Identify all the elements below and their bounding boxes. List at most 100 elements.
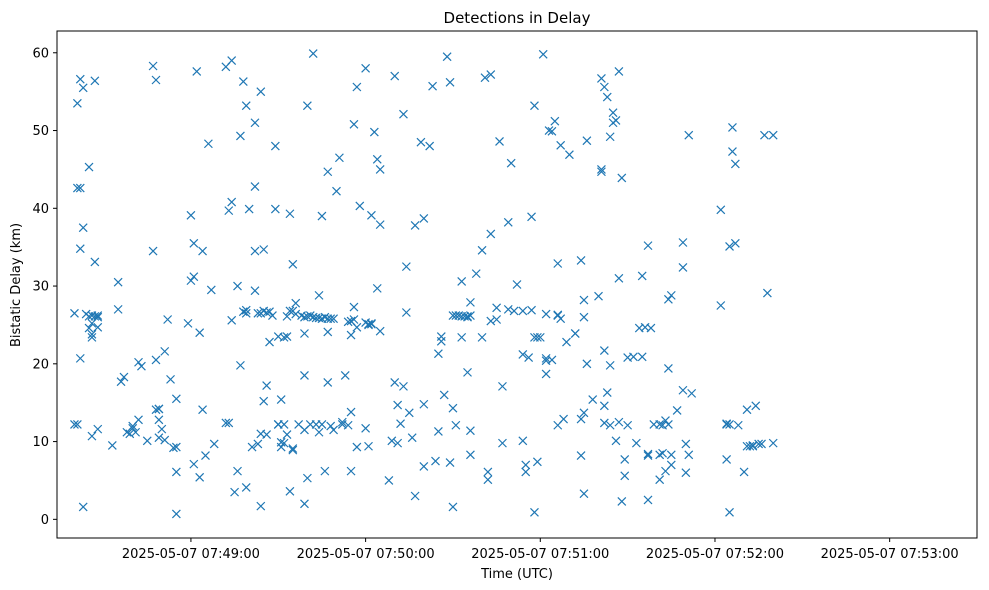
data-point xyxy=(87,332,97,342)
y-tick-label: 10 xyxy=(32,435,49,450)
data-point xyxy=(457,332,467,342)
data-point xyxy=(253,308,263,318)
data-point xyxy=(678,238,688,247)
data-point xyxy=(498,438,507,448)
data-point xyxy=(352,442,362,452)
data-point xyxy=(317,211,327,221)
data-point xyxy=(247,442,257,452)
data-point xyxy=(279,420,289,429)
data-point xyxy=(733,420,743,430)
data-point xyxy=(611,436,621,446)
data-point xyxy=(70,308,79,318)
data-point xyxy=(384,476,394,485)
data-point xyxy=(486,70,496,79)
data-point xyxy=(227,315,237,325)
data-point xyxy=(288,259,298,269)
data-point xyxy=(527,212,536,222)
data-point xyxy=(643,495,653,505)
data-point xyxy=(259,245,269,254)
data-point xyxy=(282,332,292,342)
data-point xyxy=(751,401,761,411)
data-point xyxy=(556,140,566,150)
data-point xyxy=(375,164,385,174)
data-point xyxy=(722,420,732,429)
data-point xyxy=(663,294,673,304)
data-point xyxy=(399,109,408,119)
data-point xyxy=(262,430,272,440)
data-point xyxy=(503,304,513,314)
data-point xyxy=(579,312,589,322)
data-point xyxy=(250,118,260,128)
data-point xyxy=(550,116,560,126)
data-point xyxy=(288,445,298,455)
data-point xyxy=(538,49,548,59)
data-points xyxy=(70,49,778,519)
data-point xyxy=(730,159,740,169)
data-point xyxy=(562,337,571,347)
data-point xyxy=(171,442,181,452)
data-point xyxy=(655,420,665,429)
data-point xyxy=(288,444,298,453)
data-point xyxy=(253,439,263,449)
data-point xyxy=(84,323,94,333)
data-point xyxy=(340,371,350,380)
data-point xyxy=(687,388,697,398)
data-point xyxy=(739,467,749,477)
x-tick-label: 2025-05-07 07:50:00 xyxy=(297,547,435,562)
data-point xyxy=(320,466,330,476)
y-tick-label: 30 xyxy=(32,280,49,295)
y-tick-label: 60 xyxy=(32,46,49,61)
data-point xyxy=(678,262,688,272)
data-point xyxy=(509,306,519,316)
data-point xyxy=(410,220,420,230)
data-point xyxy=(241,483,251,492)
data-point xyxy=(90,76,100,86)
data-point xyxy=(119,372,129,382)
data-point xyxy=(209,439,219,449)
data-point xyxy=(375,326,385,336)
data-point xyxy=(192,67,202,76)
data-point xyxy=(655,450,665,460)
data-point xyxy=(425,141,435,151)
data-point xyxy=(128,423,138,433)
data-point xyxy=(154,433,164,443)
data-point xyxy=(419,462,429,471)
data-point xyxy=(614,273,624,283)
data-point xyxy=(728,122,737,132)
data-point xyxy=(250,286,260,296)
y-tick-label: 0 xyxy=(41,513,49,528)
data-point xyxy=(171,509,181,519)
data-point xyxy=(314,290,324,300)
data-point xyxy=(390,71,400,81)
data-point xyxy=(599,346,609,356)
data-point xyxy=(323,167,333,177)
data-point xyxy=(431,456,440,466)
data-point xyxy=(113,277,123,287)
data-point xyxy=(599,418,609,428)
data-point xyxy=(300,371,309,380)
data-point xyxy=(361,63,371,73)
data-point xyxy=(131,427,141,437)
data-point xyxy=(364,320,373,330)
data-point xyxy=(614,67,624,76)
data-point xyxy=(285,486,295,496)
data-point xyxy=(268,311,277,321)
data-point xyxy=(404,408,414,418)
x-tick-label: 2025-05-07 07:52:00 xyxy=(646,547,784,562)
data-point xyxy=(579,489,589,499)
data-point xyxy=(75,183,85,193)
data-point xyxy=(730,238,740,248)
data-point xyxy=(742,405,752,415)
data-point xyxy=(78,502,88,512)
y-axis-label: Bistatic Delay (km) xyxy=(9,223,24,347)
data-point xyxy=(588,395,598,405)
data-point xyxy=(745,441,755,451)
data-point xyxy=(762,288,772,298)
data-point xyxy=(186,276,196,286)
data-point xyxy=(527,305,536,315)
data-point xyxy=(614,417,624,427)
data-point xyxy=(151,75,161,85)
data-point xyxy=(760,130,769,140)
